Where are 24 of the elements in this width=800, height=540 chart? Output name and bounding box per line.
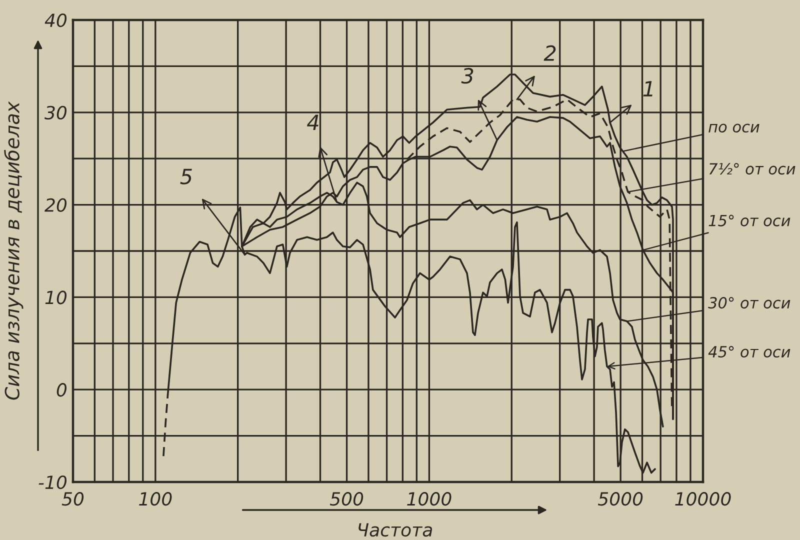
annotation: 2	[544, 45, 556, 61]
y-tick-label: -10	[38, 475, 67, 490]
y-tick-label: 30	[44, 106, 67, 120]
annotation: 45° от оси	[708, 346, 790, 358]
x-tick-label: 10000	[675, 492, 731, 506]
x-tick-label: 500	[330, 492, 364, 506]
annotation: 1	[643, 81, 652, 96]
y-tick-label: 0	[56, 383, 67, 397]
x-tick-label: 100	[139, 492, 172, 506]
annotation: 15° от оси	[708, 214, 790, 226]
x-axis-title: Частота	[358, 523, 432, 537]
x-tick-label: 50	[62, 492, 84, 506]
annotation: по оси	[708, 124, 760, 133]
y-tick-label: 40	[44, 13, 67, 28]
annotation: 5	[180, 168, 192, 184]
annotation: 30° от оси	[708, 297, 790, 309]
x-tick-label: 5000	[598, 492, 643, 506]
x-tick-label: 1000	[407, 492, 452, 506]
y-axis-title: Сила излучения в децибелах	[4, 101, 24, 400]
y-tick-label: 10	[45, 290, 67, 304]
annotation: 4	[307, 114, 318, 130]
y-tick-label: 20	[44, 198, 67, 212]
annotation: 7½° от оси	[709, 163, 796, 175]
annotation: 3	[461, 68, 474, 84]
